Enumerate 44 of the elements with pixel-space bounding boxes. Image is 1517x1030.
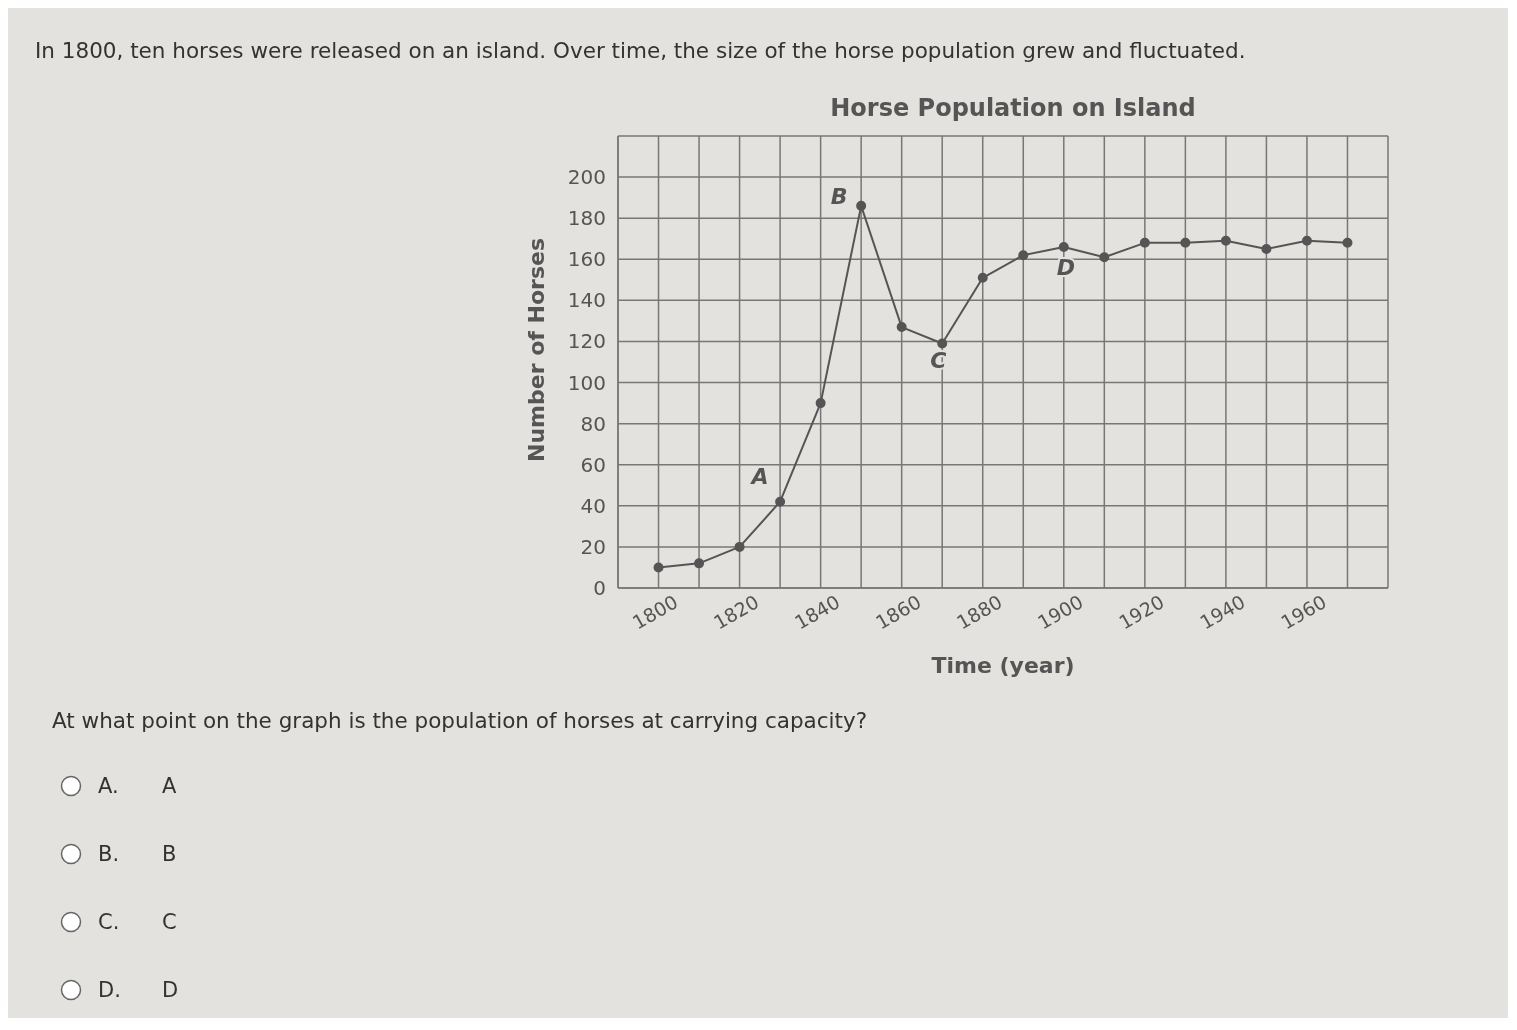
y-tick-label: 60	[580, 452, 606, 477]
point	[653, 562, 664, 573]
y-axis-title: Number of Horses	[523, 237, 549, 462]
point	[1301, 235, 1312, 246]
text: C.	[98, 910, 121, 934]
point	[1018, 250, 1029, 261]
y-tick-label: 0	[593, 576, 606, 600]
point	[1180, 237, 1191, 248]
point	[1058, 241, 1069, 252]
x-axis-title: Time (year)	[931, 653, 1075, 678]
text: A.	[98, 774, 120, 798]
point	[1220, 235, 1231, 246]
y-tick-label: 40	[580, 493, 606, 518]
y-tick-label: 160	[567, 247, 606, 272]
y-tick-label: 180	[567, 206, 606, 231]
point	[815, 398, 826, 409]
y-tick-label: 120	[567, 329, 606, 354]
y-tick-label: 200	[567, 165, 606, 190]
point	[937, 338, 948, 349]
point	[856, 200, 867, 211]
text: D.	[98, 978, 122, 1002]
text: At what point on the graph is the population of horses at carrying capacity?	[52, 708, 868, 733]
y-tick-label: 140	[567, 288, 606, 313]
annotation: A	[749, 463, 769, 489]
point	[734, 541, 745, 552]
point	[896, 322, 907, 333]
text: A	[162, 774, 177, 798]
point	[1099, 252, 1110, 263]
text: In 1800, ten horses were released on an island. Over time, the size of the horse population grew and fluctuated.	[35, 38, 1246, 63]
point	[1139, 237, 1150, 248]
point	[694, 558, 705, 569]
text: B.	[98, 842, 121, 866]
y-tick-label: 100	[567, 370, 606, 395]
point	[1342, 237, 1353, 248]
text: C	[162, 910, 177, 934]
point	[977, 272, 988, 283]
text: D	[162, 978, 179, 1002]
text: B	[162, 842, 177, 866]
point	[1261, 244, 1272, 254]
point	[775, 496, 786, 507]
chart-title: Horse Population on Island	[829, 94, 1197, 122]
y-tick-label: 20	[580, 534, 606, 559]
annotation: B	[830, 183, 848, 209]
y-tick-label: 80	[580, 411, 606, 436]
